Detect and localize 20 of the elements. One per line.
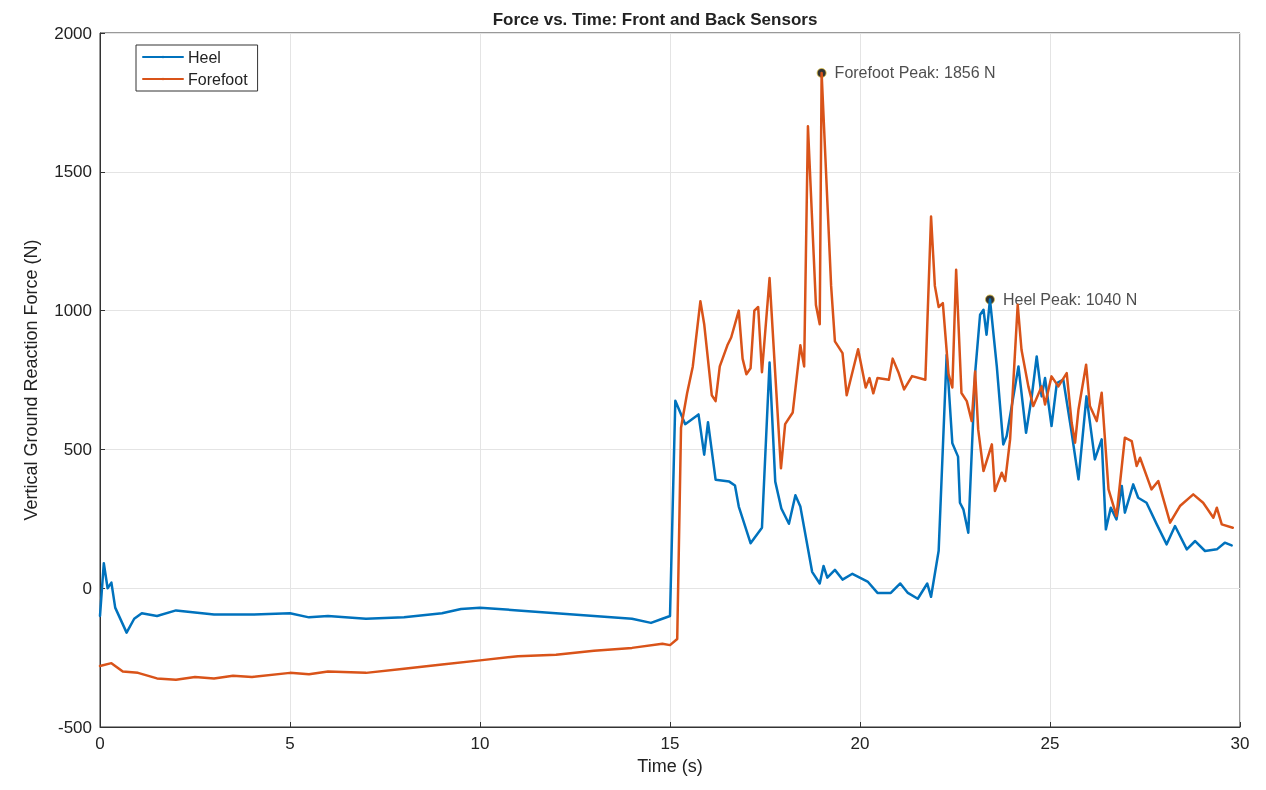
x-tick-label: 25: [1040, 734, 1060, 753]
annotation: Heel Peak: 1040 N: [1002, 291, 1138, 308]
y-tick-label: 1000: [54, 301, 92, 321]
x-tick-label: 10: [470, 734, 490, 753]
x-tick-label: 15: [660, 734, 680, 753]
y-tick-label: 0: [82, 578, 92, 598]
y-tick-label: 2000: [54, 23, 92, 43]
x-axis-title: Time (s): [637, 756, 703, 776]
x-tick-label: 5: [285, 734, 295, 753]
y-axis-title: Vertical Ground Reaction Force (N): [21, 239, 41, 521]
y-tick-label: 500: [63, 439, 92, 459]
legend-label: Forefoot: [188, 70, 249, 88]
x-tick-label: 0: [95, 734, 105, 753]
chart-title: Force vs. Time: Front and Back Sensors: [492, 10, 818, 29]
y-tick-label: 1500: [54, 162, 92, 182]
legend-label: Heel: [188, 48, 221, 66]
annotation: Forefoot Peak: 1856 N: [834, 64, 996, 82]
x-tick-label: 20: [850, 734, 870, 753]
x-tick-label: 30: [1230, 734, 1250, 753]
y-tick-label: -500: [57, 717, 92, 737]
